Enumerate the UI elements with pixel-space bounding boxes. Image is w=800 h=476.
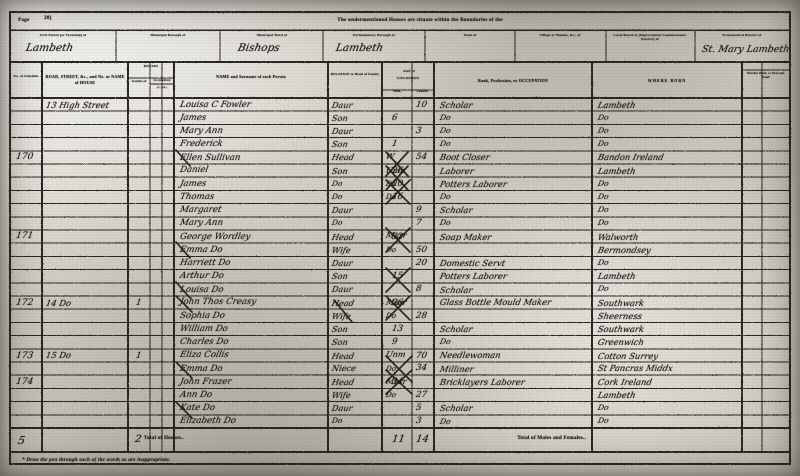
boundary-label-6: Local Board or [Improvement Commissioner… [613, 33, 687, 42]
colhead-infirmity: Whether Blind, or Deaf-and-Dumb [746, 72, 786, 80]
colhead-occupation: Rank, Profession, or OCCUPATION [477, 78, 549, 83]
colhead-road: ROAD, STREET, &c., and No. or NAME of HO… [45, 74, 125, 85]
page-number: 28] [44, 15, 52, 21]
boundary-label-3: Parliamentary Borough of [353, 33, 395, 37]
colhead-houses: HOUSES [143, 64, 159, 68]
colhead-age: AGE of [403, 69, 415, 73]
boundary-label-0: Civil Parish [or Township] of [39, 33, 87, 37]
colhead-name: NAME and Surname of each Person [216, 74, 286, 79]
colhead-houses-uninhabited: Un-inhabited [153, 79, 171, 82]
colhead-schedule: No. of Schedule [13, 74, 39, 78]
page-label: Page [18, 17, 30, 23]
colhead-relation: RELATION to Head of Family [330, 72, 380, 76]
boundary-label-5: Village or Hamlet, &c., of [539, 33, 581, 37]
boundary-label-4: Town of [463, 33, 477, 37]
footnote: * Draw the pen through such of the words… [22, 457, 171, 463]
total-houses-label: Total of Houses.. [143, 435, 184, 441]
colhead-age-males: Males [393, 90, 402, 93]
colhead-age-females: Females [416, 90, 429, 93]
colhead-houses-inhabited: In-habit-ed [131, 80, 147, 83]
colhead-birthplace: WHERE BORN [647, 78, 687, 83]
boundary-label-2: Municipal Ward of [256, 33, 288, 37]
header-statement: The undermentioned Houses are situate wi… [337, 17, 503, 23]
boundary-label-7: Ecclesiastical District of [722, 33, 762, 37]
total-persons-label: Total of Males and Females.. [517, 435, 586, 441]
boundary-label-1: Municipal Borough of [150, 33, 186, 37]
colhead-condition: CON-DITION [396, 76, 420, 80]
colhead-houses-building: (U.) (B.) [156, 86, 168, 89]
